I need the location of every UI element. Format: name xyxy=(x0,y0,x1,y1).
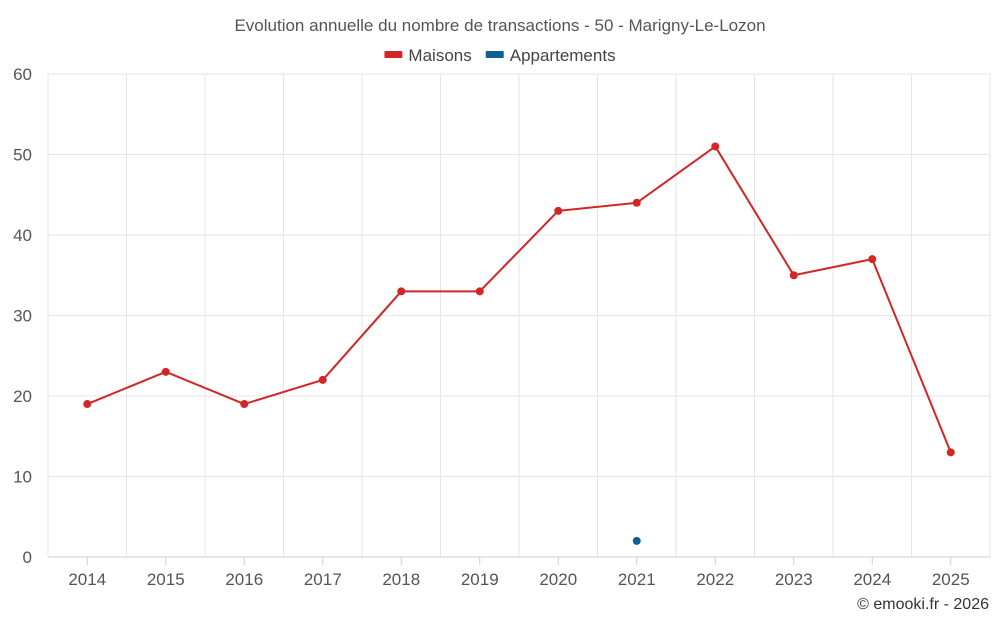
data-point[interactable] xyxy=(711,142,720,151)
x-tick-label: 2022 xyxy=(696,570,734,589)
data-point[interactable] xyxy=(397,287,406,296)
x-tick-label: 2018 xyxy=(382,570,420,589)
y-tick-label: 0 xyxy=(23,548,32,567)
x-tick-label: 2021 xyxy=(618,570,656,589)
legend-label: Appartements xyxy=(510,46,616,65)
data-point[interactable] xyxy=(789,271,798,280)
y-tick-label: 10 xyxy=(13,468,32,487)
x-tick-label: 2015 xyxy=(147,570,185,589)
x-tick-label: 2020 xyxy=(539,570,577,589)
data-point[interactable] xyxy=(868,255,877,264)
data-point[interactable] xyxy=(475,287,484,296)
data-point[interactable] xyxy=(161,367,170,376)
x-tick-label: 2017 xyxy=(304,570,342,589)
y-tick-label: 40 xyxy=(13,226,32,245)
legend: Maisons Appartements xyxy=(384,46,616,65)
y-tick-label: 60 xyxy=(13,65,32,84)
y-tick-label: 30 xyxy=(13,307,32,326)
credit-text: © emooki.fr - 2026 xyxy=(857,596,989,613)
series xyxy=(83,142,955,545)
data-point[interactable] xyxy=(318,375,327,384)
data-point[interactable] xyxy=(632,198,641,207)
x-tick-label: 2023 xyxy=(775,570,813,589)
data-point[interactable] xyxy=(83,400,92,409)
x-tick-label: 2014 xyxy=(68,570,106,589)
legend-label: Maisons xyxy=(408,46,471,65)
x-tick-label: 2016 xyxy=(225,570,263,589)
y-tick-label: 20 xyxy=(13,387,32,406)
data-point[interactable] xyxy=(632,536,641,545)
x-tick-label: 2019 xyxy=(461,570,499,589)
data-point[interactable] xyxy=(240,400,249,409)
x-tick-label: 2024 xyxy=(853,570,891,589)
series-maisons xyxy=(83,142,955,457)
y-tick-label: 50 xyxy=(13,146,32,165)
legend-swatch[interactable] xyxy=(485,51,504,58)
series-line xyxy=(86,145,952,453)
data-point[interactable] xyxy=(554,206,563,215)
data-point[interactable] xyxy=(946,448,955,457)
chart-title: Evolution annuelle du nombre de transact… xyxy=(234,16,765,35)
series-appartements xyxy=(632,536,641,545)
axes: 0 10 20 30 40 50 60 2014 2015 2016 2017 2018 2019 202… xyxy=(13,65,990,589)
x-tick-label: 2025 xyxy=(932,570,970,589)
legend-swatch[interactable] xyxy=(384,51,403,58)
grid xyxy=(47,73,991,557)
